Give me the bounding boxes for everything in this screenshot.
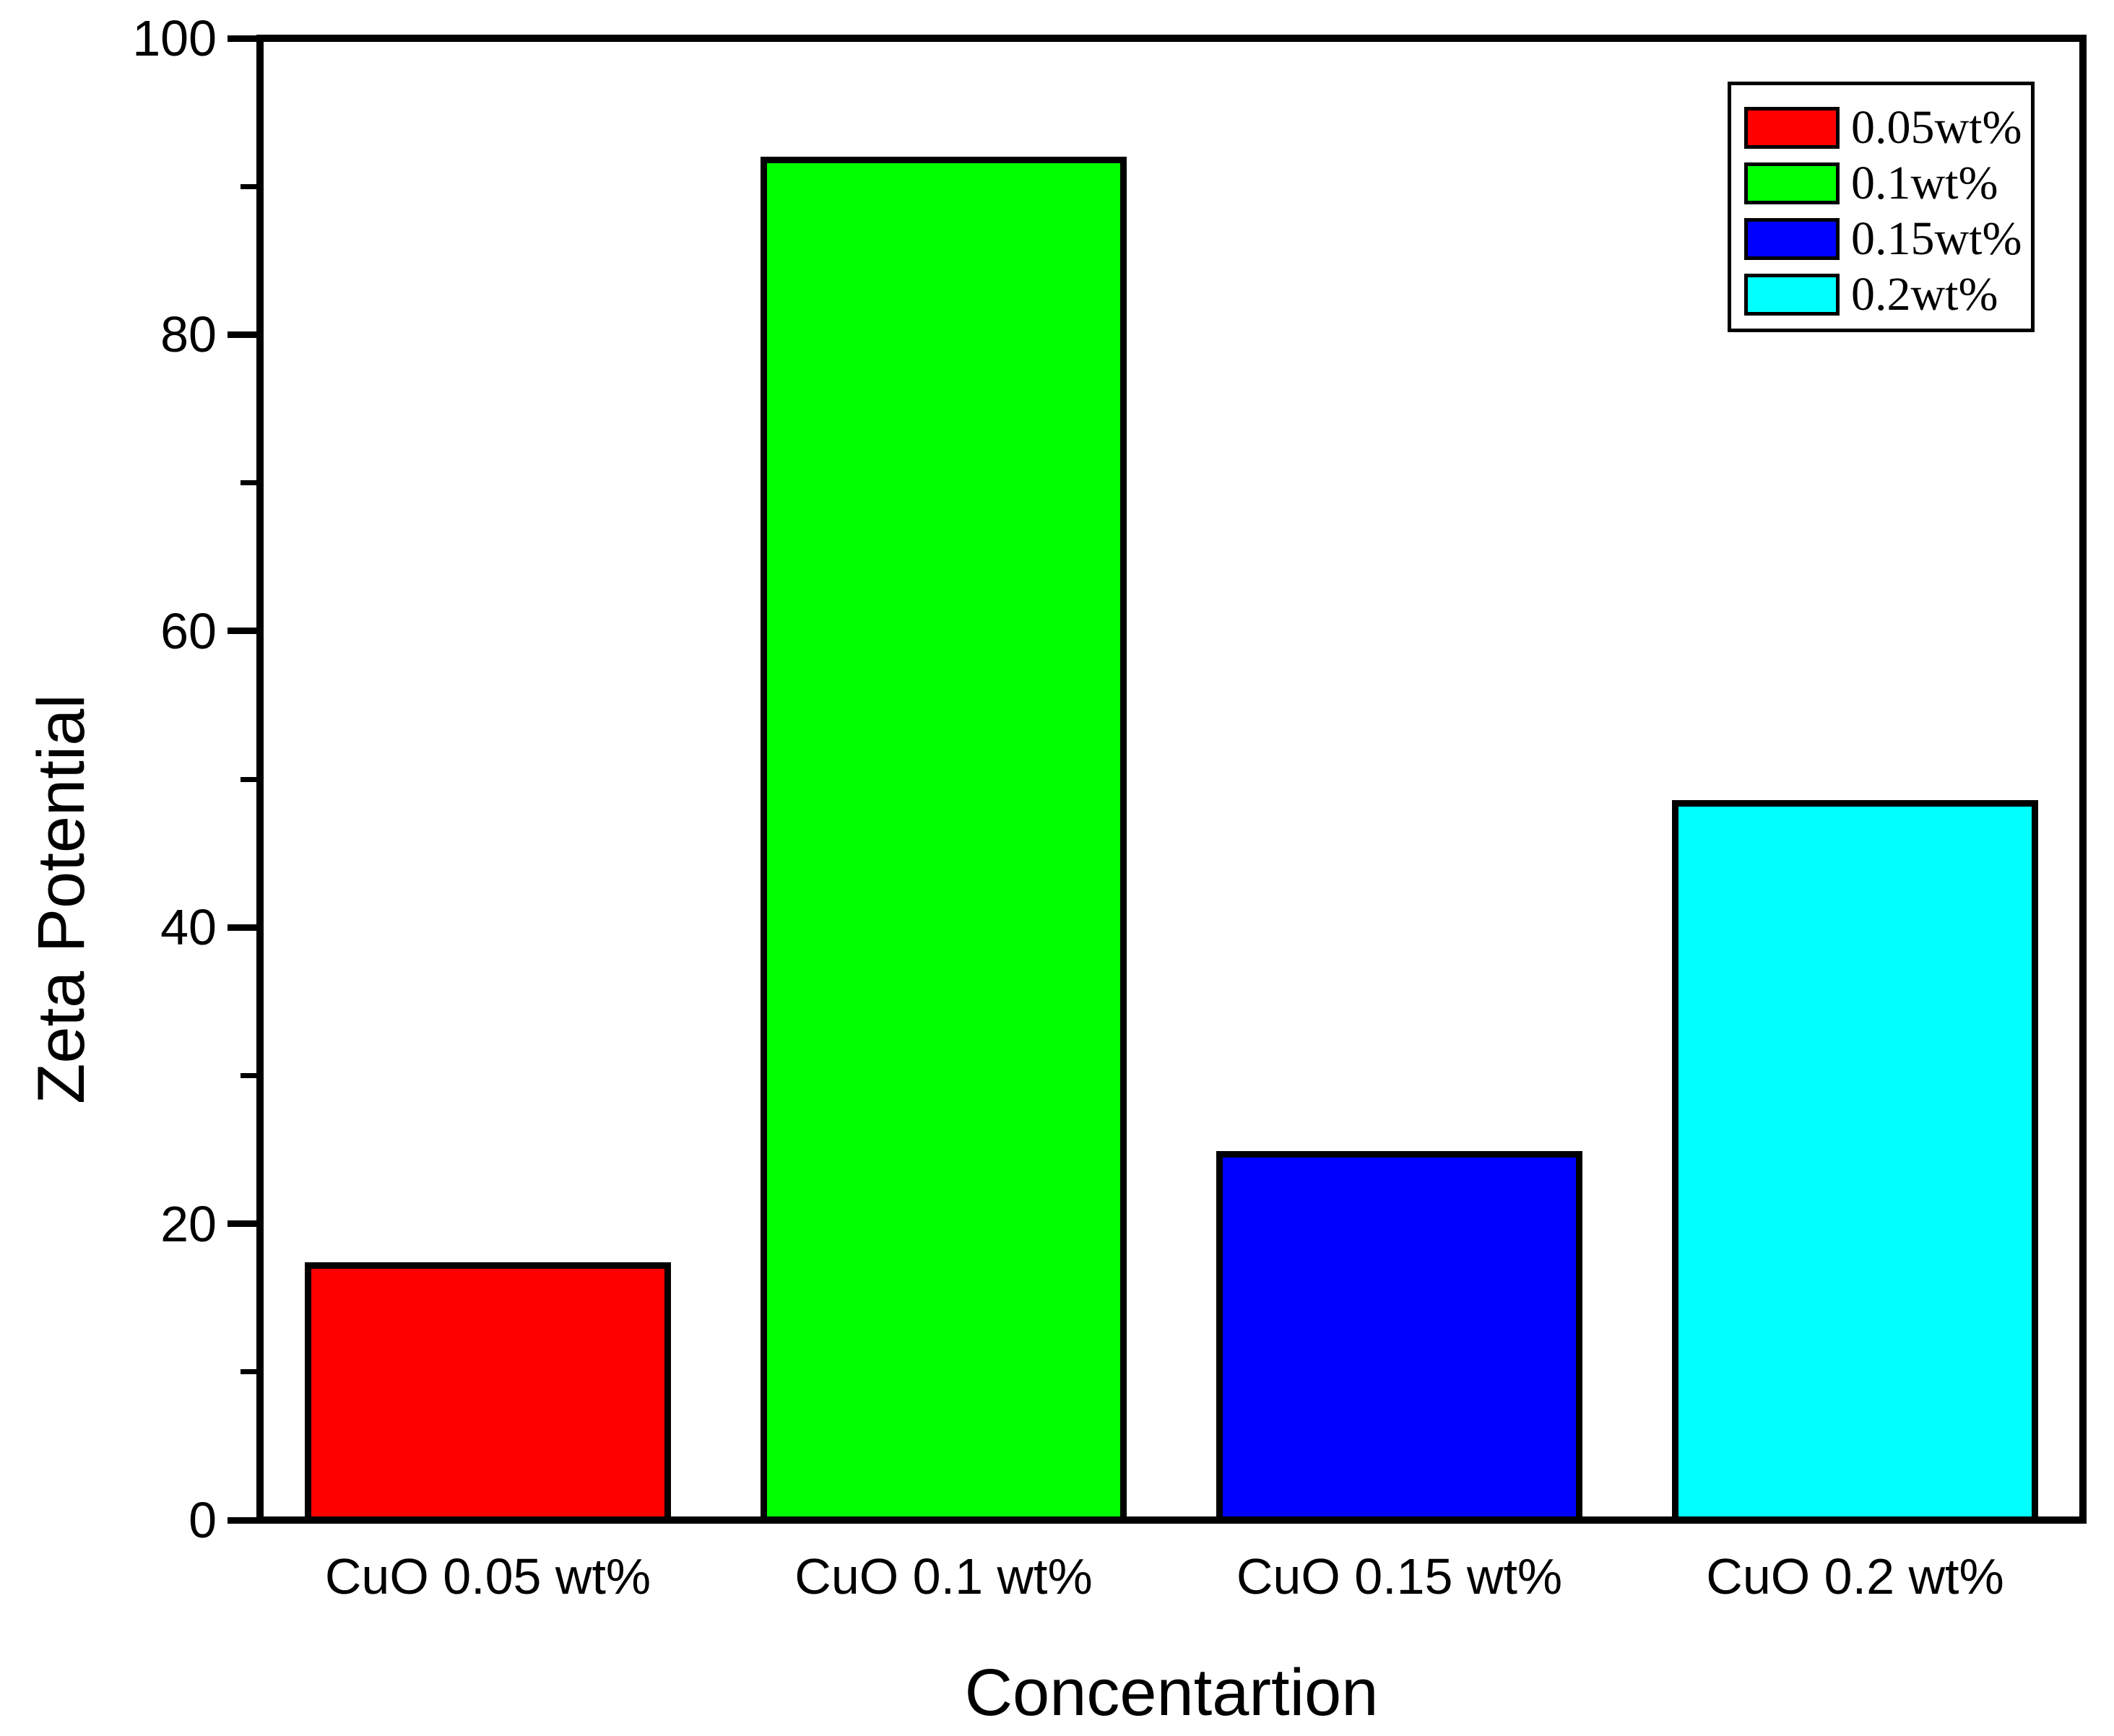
legend-swatch: [1744, 162, 1840, 204]
x-tick-label: CuO 0.15 wt%: [1236, 1548, 1563, 1605]
legend-swatch: [1744, 217, 1840, 260]
legend-item: 0.2wt%: [1744, 266, 2031, 322]
y-tick-label: 20: [160, 1195, 217, 1252]
legend-label: 0.05wt%: [1851, 100, 2022, 154]
x-tick-label: CuO 0.05 wt%: [324, 1548, 651, 1605]
y-major-tick: [228, 924, 260, 931]
y-minor-tick: [241, 480, 260, 486]
y-tick-label: 80: [160, 306, 217, 363]
y-minor-tick: [241, 1072, 260, 1078]
x-tick-label: CuO 0.2 wt%: [1706, 1548, 2004, 1605]
y-major-tick: [228, 628, 260, 635]
y-tick-label: 100: [132, 10, 217, 66]
y-tick-label: 60: [160, 602, 217, 659]
y-minor-tick: [241, 776, 260, 782]
legend-item: 0.1wt%: [1744, 155, 2031, 211]
y-minor-tick: [241, 1369, 260, 1375]
legend-label: 0.2wt%: [1851, 267, 1998, 321]
bar-cuo-0.2-wt-: [1672, 799, 2038, 1524]
x-axis-title: Concentartion: [964, 1656, 1379, 1730]
legend-label: 0.1wt%: [1851, 156, 1998, 209]
y-major-tick: [228, 35, 260, 42]
y-major-tick: [228, 331, 260, 338]
legend-item: 0.05wt%: [1744, 100, 2031, 155]
plot-frame: [256, 35, 2087, 1524]
y-minor-tick: [241, 183, 260, 189]
y-major-tick: [228, 1516, 260, 1524]
y-major-tick: [228, 1220, 260, 1228]
legend-swatch: [1744, 106, 1840, 149]
y-tick-label: 0: [189, 1492, 217, 1548]
x-tick-label: CuO 0.1 wt%: [794, 1548, 1093, 1605]
legend-swatch: [1744, 273, 1840, 316]
legend: 0.05wt% 0.1wt% 0.15wt% 0.2wt%: [1728, 82, 2035, 332]
bar-cuo-0.1-wt-: [761, 157, 1127, 1524]
y-tick-label: 40: [160, 899, 217, 956]
legend-item: 0.15wt%: [1744, 211, 2031, 266]
y-axis-title: Zeta Potential: [25, 694, 98, 1104]
legend-label: 0.15wt%: [1851, 212, 2022, 265]
